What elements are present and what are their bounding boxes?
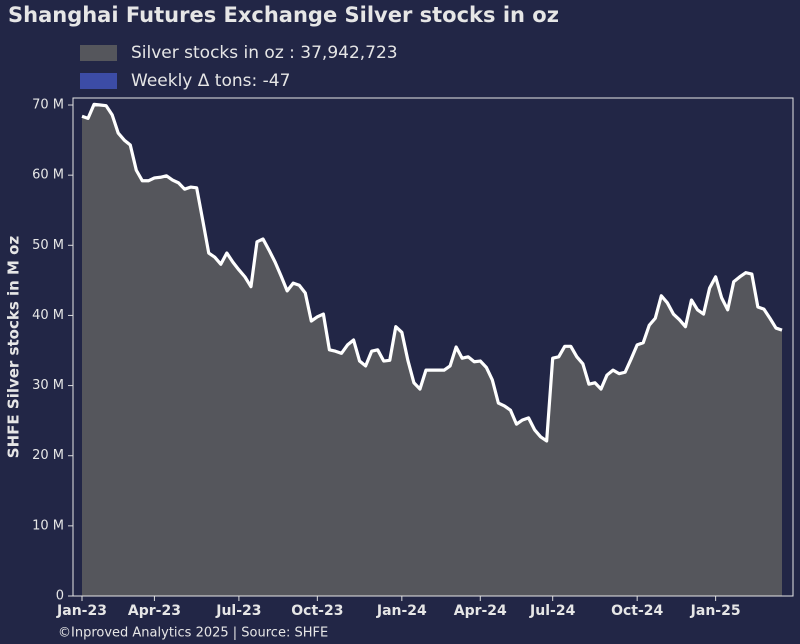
x-tick-label: Jan-23 <box>56 603 107 619</box>
y-tick-label: 40 M <box>32 308 64 323</box>
y-tick-label: 70 M <box>32 98 64 113</box>
legend-swatch <box>80 73 117 89</box>
legend-swatch <box>80 45 117 61</box>
footer: ©Inproved Analytics 2025 | Source: SHFE <box>58 626 328 641</box>
x-tick-label: Apr-24 <box>454 603 507 619</box>
x-tick-label: Jul-23 <box>215 603 261 619</box>
plot-frame <box>72 97 794 597</box>
x-tick-label: Oct-24 <box>611 603 663 619</box>
chart-title: Shanghai Futures Exchange Silver stocks … <box>8 3 559 27</box>
x-tick-label: Jan-24 <box>376 603 427 619</box>
y-axis-label: SHFE Silver stocks in M oz <box>5 236 23 459</box>
line <box>81 102 783 443</box>
y-tick-label: 60 M <box>32 168 64 183</box>
y-tick-label: 10 M <box>32 518 64 533</box>
y-tick-label: 50 M <box>32 238 64 253</box>
y-tick-label: 20 M <box>32 448 64 463</box>
x-tick-label: Apr-23 <box>128 603 181 619</box>
legend-label: Silver stocks in oz : 37,942,723 <box>131 43 398 63</box>
x-tick-label: Jan-25 <box>690 603 741 619</box>
y-tick-label: 0 <box>56 589 64 604</box>
y-tick-label: 30 M <box>32 378 64 393</box>
x-tick-label: Jul-24 <box>529 603 576 619</box>
area <box>82 104 782 596</box>
x-tick-label: Oct-23 <box>291 603 343 619</box>
legend-label: Weekly Δ tons: -47 <box>131 71 290 91</box>
